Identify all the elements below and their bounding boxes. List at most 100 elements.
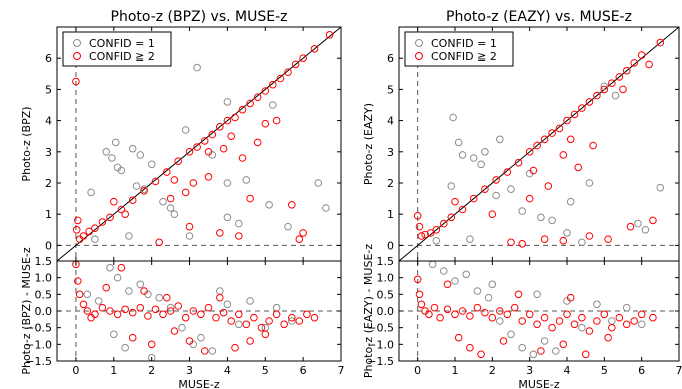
series-confid-1 bbox=[87, 63, 330, 243]
data-point bbox=[261, 87, 270, 95]
data-point bbox=[630, 59, 639, 67]
data-point bbox=[537, 213, 545, 222]
data-point bbox=[128, 333, 137, 342]
data-point bbox=[272, 310, 281, 319]
panel-2: 0 1 2 3 4 5 6 Photo-z (EAZY) vs. MUSE-z Photo-z … bbox=[362, 9, 680, 262]
data-point bbox=[87, 188, 95, 197]
data-point bbox=[540, 135, 549, 144]
data-point bbox=[310, 313, 319, 322]
data-point bbox=[570, 320, 579, 329]
data-point bbox=[155, 238, 163, 247]
data-point bbox=[585, 98, 594, 106]
data-point bbox=[204, 303, 213, 312]
data-point bbox=[548, 129, 556, 137]
data-point bbox=[585, 327, 594, 335]
x-axis-label: MUSE-z bbox=[518, 378, 559, 389]
y-tick-label: 1.5 bbox=[377, 255, 395, 268]
data-point bbox=[75, 290, 84, 299]
data-point bbox=[466, 312, 474, 320]
data-point bbox=[514, 290, 523, 299]
data-point bbox=[136, 280, 145, 289]
data-point bbox=[604, 333, 612, 342]
data-point bbox=[578, 313, 586, 322]
data-point bbox=[174, 157, 182, 165]
data-point bbox=[566, 293, 575, 302]
data-point bbox=[295, 317, 304, 325]
panel-0: 0 1 2 3 4 5 6 Photo-z (BPZ) vs. MUSE-z Photo-z (… bbox=[20, 9, 342, 262]
data-point bbox=[443, 280, 452, 289]
data-point bbox=[469, 154, 478, 162]
data-point bbox=[578, 104, 586, 112]
series-confid-2 bbox=[413, 275, 657, 359]
data-point bbox=[559, 340, 568, 349]
data-point bbox=[566, 197, 575, 206]
y-tick-label: −0.5 bbox=[25, 322, 52, 335]
legend-marker bbox=[73, 52, 81, 60]
data-point bbox=[242, 320, 251, 329]
data-point bbox=[113, 310, 122, 319]
data-point bbox=[223, 116, 232, 125]
data-point bbox=[193, 63, 201, 72]
data-point bbox=[425, 310, 433, 319]
data-point bbox=[128, 144, 137, 153]
y-tick-label: 0.0 bbox=[35, 305, 53, 318]
data-point bbox=[170, 210, 179, 218]
data-point bbox=[291, 60, 300, 69]
data-point bbox=[189, 179, 198, 187]
data-point bbox=[223, 179, 232, 187]
legend-label: CONFID = 1 bbox=[431, 37, 497, 50]
data-point bbox=[250, 313, 258, 322]
data-point bbox=[514, 158, 523, 167]
series-confid-2 bbox=[413, 38, 665, 248]
data-point bbox=[219, 308, 228, 317]
data-point bbox=[94, 297, 103, 305]
data-point bbox=[466, 343, 474, 352]
y-tick-label: 3 bbox=[387, 146, 394, 159]
data-point bbox=[216, 287, 224, 295]
data-point bbox=[284, 222, 292, 231]
data-point bbox=[102, 148, 110, 156]
data-point bbox=[496, 307, 504, 315]
data-point bbox=[98, 218, 107, 226]
data-point bbox=[421, 230, 429, 239]
data-point bbox=[637, 320, 646, 329]
data-point bbox=[608, 317, 616, 325]
y-tick-label: 4 bbox=[45, 115, 52, 128]
data-point bbox=[507, 185, 515, 193]
series-confid-1 bbox=[428, 261, 646, 359]
data-point bbox=[79, 300, 88, 309]
y-tick-label: 1 bbox=[45, 208, 52, 221]
data-point bbox=[132, 182, 141, 190]
data-point bbox=[272, 116, 281, 125]
data-point bbox=[235, 219, 243, 228]
series-confid-1 bbox=[83, 263, 296, 361]
data-point bbox=[589, 141, 597, 150]
data-point bbox=[136, 303, 145, 312]
x-tick-label: 6 bbox=[300, 364, 307, 377]
data-point bbox=[447, 213, 456, 222]
data-point bbox=[462, 270, 471, 279]
data-point bbox=[265, 201, 273, 209]
data-point bbox=[219, 144, 228, 153]
data-point bbox=[185, 337, 194, 345]
data-point bbox=[503, 310, 512, 319]
data-point bbox=[548, 323, 556, 332]
data-point bbox=[102, 283, 110, 292]
x-tick-label: 6 bbox=[638, 364, 645, 377]
y-tick-label: −1.0 bbox=[25, 338, 52, 351]
data-point bbox=[563, 229, 571, 237]
series-confid-2 bbox=[72, 261, 319, 355]
legend-box bbox=[62, 31, 172, 67]
data-point bbox=[189, 307, 198, 315]
data-point bbox=[630, 317, 639, 325]
data-point bbox=[136, 151, 145, 159]
data-point bbox=[533, 141, 541, 150]
data-point bbox=[163, 168, 171, 176]
data-point bbox=[310, 45, 319, 53]
data-point bbox=[288, 317, 296, 325]
data-point bbox=[170, 327, 179, 335]
data-point bbox=[559, 151, 568, 159]
data-point bbox=[159, 310, 167, 319]
data-point bbox=[436, 313, 444, 322]
